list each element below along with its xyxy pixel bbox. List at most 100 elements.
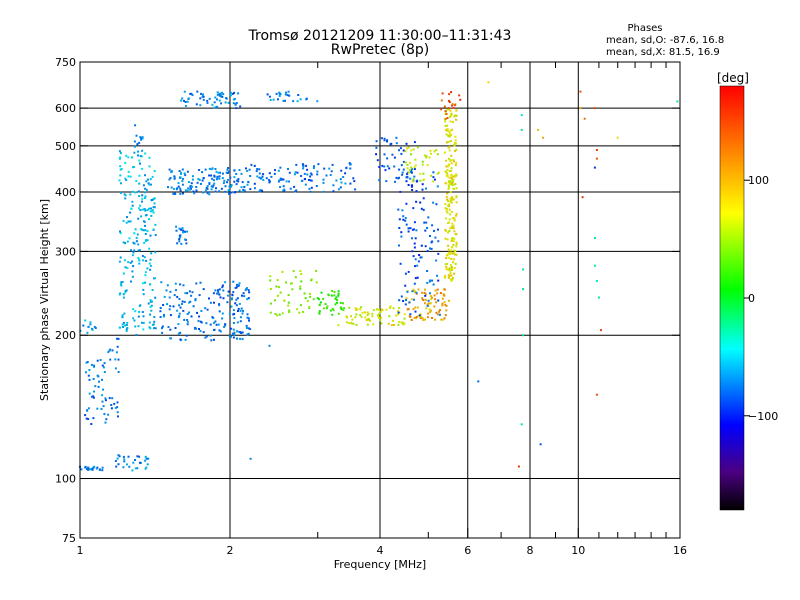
echo-point [380,322,383,325]
echo-point [239,331,242,333]
echo-point [214,320,217,323]
echo-point [447,180,450,183]
echo-point [412,148,415,151]
echo-point [215,187,217,190]
echo-point [181,97,184,100]
echo-point [429,302,432,305]
echo-point [434,236,437,239]
echo-point [261,175,264,178]
echo-point [211,185,214,188]
echo-point [451,180,454,183]
echo-point [414,237,417,240]
echo-point [422,172,425,175]
echo-point [125,328,128,331]
echo-point [359,308,362,311]
echo-point [331,313,334,316]
echo-point [348,306,351,309]
echo-point [522,268,525,271]
echo-point [198,294,201,297]
echo-point [217,289,219,292]
echo-point [597,296,600,299]
echo-point [241,312,244,315]
echo-point [205,335,208,338]
echo-point [330,170,333,173]
echo-point [146,267,149,270]
echo-point [98,468,101,471]
echo-point [258,176,261,179]
echo-point [355,309,358,311]
echo-point [225,97,228,100]
echo-point [448,145,451,148]
echo-point [419,179,422,182]
echo-point [421,160,424,163]
echo-point [450,133,453,136]
echo-point [324,303,327,306]
echo-point [446,211,449,214]
x-tick-label: 6 [464,544,471,557]
echo-point [228,193,231,195]
echo-point [258,172,261,175]
echo-point [198,178,201,181]
echo-point [433,178,436,181]
echo-point [144,209,147,212]
echo-point [387,322,390,325]
echo-point [92,466,95,469]
echo-point [117,415,119,418]
echo-point [119,156,121,159]
echo-point [199,104,202,107]
echo-point [269,302,272,305]
echo-point [459,98,462,101]
echo-point [238,169,241,171]
echo-point [332,309,335,312]
echo-point [399,147,402,150]
echo-point [201,179,204,182]
echo-point [87,467,90,470]
echo-point [197,178,200,180]
echo-point [146,209,149,212]
echo-point [375,140,378,143]
echo-point [325,174,328,177]
echo-point [395,142,398,145]
echo-point [395,176,398,179]
echo-point [221,177,224,180]
echo-point [449,197,452,200]
echo-point [445,210,448,213]
echo-point [221,284,224,287]
echo-point [225,171,228,174]
echo-point [124,291,127,294]
echo-point [309,293,311,295]
echo-point [310,186,313,189]
echo-point [294,276,297,279]
echo-point [234,302,237,305]
echo-point [285,281,288,284]
echo-point [344,182,347,185]
echo-point [139,162,141,165]
plot-frame [79,61,681,539]
echo-point [305,97,308,100]
echo-point [234,102,237,105]
echo-point [409,227,412,230]
echo-point [148,156,151,159]
echo-point [213,321,215,324]
echo-point [299,98,302,101]
echo-point [447,163,450,166]
echo-point [195,103,198,106]
echo-point [123,193,126,196]
echo-point [424,318,426,321]
echo-point [237,178,240,180]
echo-point [330,294,333,297]
echo-point [455,253,458,256]
echo-point [235,102,238,104]
echo-point [127,156,130,159]
echo-point [435,148,438,151]
echo-point [430,298,433,301]
echo-point [423,221,426,224]
echo-point [97,385,100,388]
echo-point [224,323,227,326]
echo-point [122,321,125,324]
echo-point [419,317,422,320]
echo-point [595,280,598,282]
echo-point [186,313,189,315]
echo-point [140,215,143,218]
echo-point [408,169,411,172]
